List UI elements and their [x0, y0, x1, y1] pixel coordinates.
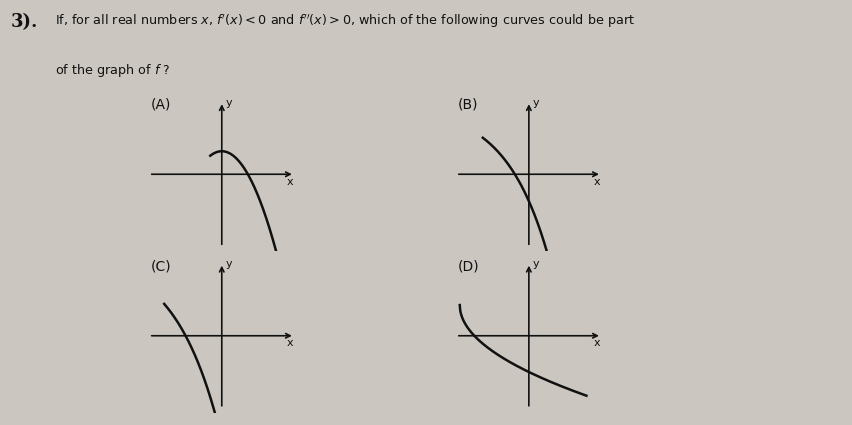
Text: of the graph of $f$ ?: of the graph of $f$ ? — [55, 62, 170, 79]
Text: (C): (C) — [151, 260, 171, 274]
Text: y: y — [532, 98, 538, 108]
Text: y: y — [225, 98, 232, 108]
Text: (A): (A) — [151, 98, 171, 112]
Text: x: x — [286, 338, 293, 348]
Text: x: x — [286, 177, 293, 187]
Text: (D): (D) — [458, 260, 479, 274]
Text: If, for all real numbers $x$, $f'(x) < 0$ and $f''(x) > 0$, which of the followi: If, for all real numbers $x$, $f'(x) < 0… — [55, 13, 635, 30]
Text: 3).: 3). — [10, 13, 37, 31]
Text: y: y — [225, 259, 232, 269]
Text: y: y — [532, 259, 538, 269]
Text: x: x — [593, 177, 600, 187]
Text: (B): (B) — [458, 98, 478, 112]
Text: x: x — [593, 338, 600, 348]
